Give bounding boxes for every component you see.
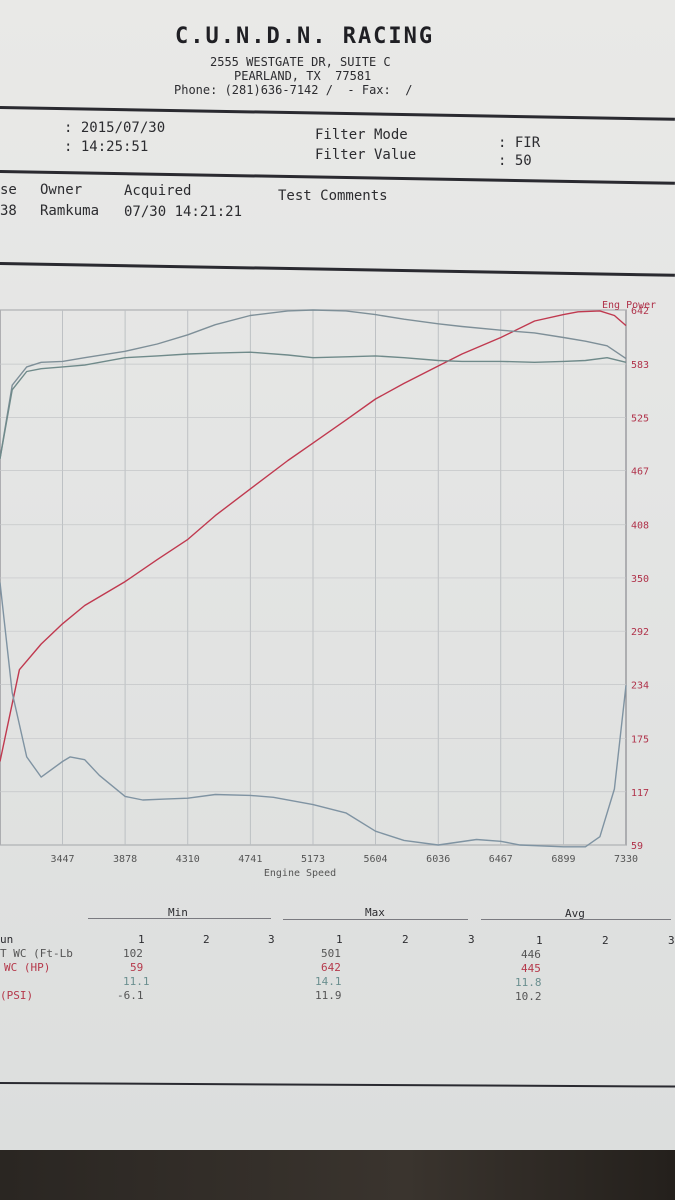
col-acquired: Acquired bbox=[124, 183, 192, 199]
x-axis-label: Engine Speed bbox=[264, 868, 336, 879]
right-tick-label: 234 bbox=[631, 680, 649, 691]
right-tick-labels: 642 583 525 467 408 350 292 234 175 117 59 bbox=[631, 306, 649, 852]
power-avg: 445 bbox=[521, 962, 541, 975]
max-run-1: 1 bbox=[336, 933, 343, 946]
chart-top-rule bbox=[0, 262, 675, 277]
power-min: 59 bbox=[130, 961, 144, 974]
filter-mode-label: Filter Mode bbox=[315, 127, 408, 143]
power-max: 642 bbox=[321, 961, 341, 974]
company-name: C.U.N.D.N. RACING bbox=[175, 24, 435, 49]
right-tick-label: 292 bbox=[631, 627, 649, 638]
col-se: se bbox=[0, 182, 17, 198]
x-tick-label: 6899 bbox=[551, 854, 575, 865]
right-tick-label: 350 bbox=[631, 574, 649, 585]
address-line-2: PEARLAND, TX 77581 bbox=[234, 69, 372, 83]
afr-min: 11.1 bbox=[123, 975, 150, 988]
x-tick-label: 4741 bbox=[238, 854, 262, 865]
right-tick-label: 408 bbox=[631, 521, 649, 532]
x-tick-labels: 3447 3878 4310 4741 5173 5604 6036 6467 6899 7330 bbox=[50, 854, 638, 865]
filter-mode-value: : FIR bbox=[498, 135, 541, 151]
row-label-run: un bbox=[0, 933, 14, 946]
row-label-boost: (PSI) bbox=[0, 989, 34, 1002]
right-tick-label: 525 bbox=[631, 413, 649, 424]
max-header: Max bbox=[365, 906, 385, 919]
torque-min: 102 bbox=[123, 947, 143, 960]
min-rule bbox=[88, 918, 271, 919]
max-run-2: 2 bbox=[402, 933, 409, 946]
row-label-torque: T WC (Ft-Lb bbox=[0, 947, 73, 960]
boost-max: 11.9 bbox=[315, 989, 342, 1002]
min-run-2: 2 bbox=[203, 933, 210, 946]
x-tick-label: 6467 bbox=[489, 854, 513, 865]
info-rule bbox=[0, 170, 675, 185]
row-label-power: WC (HP) bbox=[4, 961, 51, 974]
dyno-chart: 3447 3878 4310 4741 5173 5604 6036 6467 6899 7330… bbox=[0, 300, 656, 879]
test-date: : 2015/07/30 bbox=[64, 120, 166, 136]
boost-line bbox=[0, 582, 627, 848]
right-tick-label: 467 bbox=[631, 467, 649, 478]
boost-min: -6.1 bbox=[117, 989, 144, 1002]
background-surface bbox=[0, 1150, 675, 1200]
dyno-sheet: C.U.N.D.N. RACING 2555 WESTGATE DR, SUIT… bbox=[0, 0, 675, 1150]
x-tick-label: 6036 bbox=[426, 854, 450, 865]
avg-run-3: 3 bbox=[668, 934, 675, 947]
right-tick-label: 117 bbox=[631, 788, 649, 799]
chart-series bbox=[0, 309, 627, 848]
right-tick-label: 583 bbox=[631, 360, 649, 371]
run-owner: Ramkuma bbox=[40, 203, 100, 219]
min-run-1: 1 bbox=[138, 933, 145, 946]
power-line bbox=[0, 310, 627, 762]
min-run-3: 3 bbox=[268, 933, 275, 946]
filter-value-value: : 50 bbox=[498, 153, 532, 169]
x-tick-label: 4310 bbox=[176, 854, 200, 865]
col-test-comments: Test Comments bbox=[278, 188, 388, 204]
avg-run-2: 2 bbox=[602, 934, 609, 947]
avg-run-1: 1 bbox=[536, 934, 543, 947]
boost-avg: 10.2 bbox=[515, 990, 542, 1003]
afr-avg: 11.8 bbox=[515, 976, 542, 989]
torque-line bbox=[0, 309, 627, 459]
footer-rule bbox=[0, 1082, 675, 1088]
torque-avg: 446 bbox=[521, 948, 541, 961]
right-tick-label: 59 bbox=[631, 841, 643, 852]
afr-max: 14.1 bbox=[315, 975, 342, 988]
x-tick-label: 3878 bbox=[113, 854, 137, 865]
address-line-1: 2555 WESTGATE DR, SUITE C bbox=[210, 55, 391, 69]
x-tick-label: 3447 bbox=[50, 854, 74, 865]
x-tick-label: 5173 bbox=[301, 854, 325, 865]
max-run-3: 3 bbox=[468, 933, 475, 946]
header-rule bbox=[0, 106, 675, 121]
avg-rule bbox=[481, 919, 671, 920]
right-tick-label: 175 bbox=[631, 735, 649, 746]
min-header: Min bbox=[168, 906, 188, 919]
x-tick-label: 7330 bbox=[614, 854, 638, 865]
col-owner: Owner bbox=[40, 182, 83, 198]
avg-header: Avg bbox=[565, 907, 585, 920]
right-tick-label: 642 bbox=[631, 306, 649, 317]
chart-grid bbox=[0, 309, 627, 846]
max-rule bbox=[283, 919, 468, 920]
right-axis-label: Eng Power bbox=[602, 300, 656, 311]
x-tick-label: 5604 bbox=[363, 854, 387, 865]
test-time: : 14:25:51 bbox=[64, 139, 149, 155]
filter-value-label: Filter Value bbox=[315, 147, 417, 163]
phone-line: Phone: (281)636-7142 / - Fax: / bbox=[174, 83, 413, 97]
afr-line bbox=[0, 351, 627, 459]
run-se: 38 bbox=[0, 203, 17, 219]
run-acquired: 07/30 14:21:21 bbox=[124, 204, 243, 220]
torque-max: 501 bbox=[321, 947, 341, 960]
